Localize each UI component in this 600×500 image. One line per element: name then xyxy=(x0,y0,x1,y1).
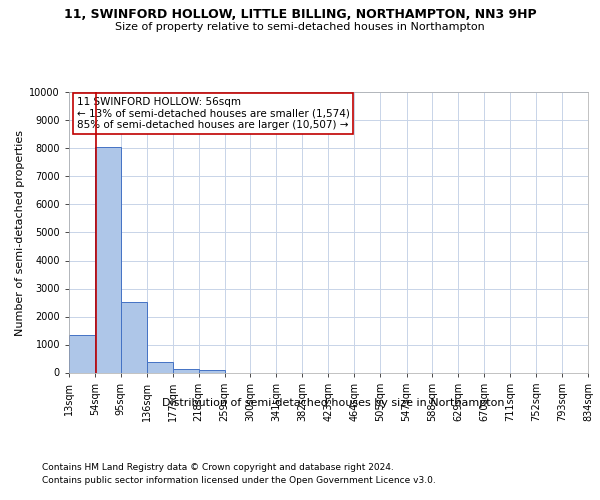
Text: Contains public sector information licensed under the Open Government Licence v3: Contains public sector information licen… xyxy=(42,476,436,485)
Text: Contains HM Land Registry data © Crown copyright and database right 2024.: Contains HM Land Registry data © Crown c… xyxy=(42,462,394,471)
Text: 11, SWINFORD HOLLOW, LITTLE BILLING, NORTHAMPTON, NN3 9HP: 11, SWINFORD HOLLOW, LITTLE BILLING, NOR… xyxy=(64,8,536,20)
Text: Size of property relative to semi-detached houses in Northampton: Size of property relative to semi-detach… xyxy=(115,22,485,32)
Text: 11 SWINFORD HOLLOW: 56sqm
← 13% of semi-detached houses are smaller (1,574)
85% : 11 SWINFORD HOLLOW: 56sqm ← 13% of semi-… xyxy=(77,96,350,130)
Bar xyxy=(95,147,121,372)
Text: Distribution of semi-detached houses by size in Northampton: Distribution of semi-detached houses by … xyxy=(162,398,504,407)
Bar xyxy=(173,369,199,372)
Y-axis label: Number of semi-detached properties: Number of semi-detached properties xyxy=(15,130,25,336)
Bar xyxy=(121,302,147,372)
Bar xyxy=(199,370,224,372)
Bar xyxy=(69,336,95,372)
Bar xyxy=(147,362,173,372)
